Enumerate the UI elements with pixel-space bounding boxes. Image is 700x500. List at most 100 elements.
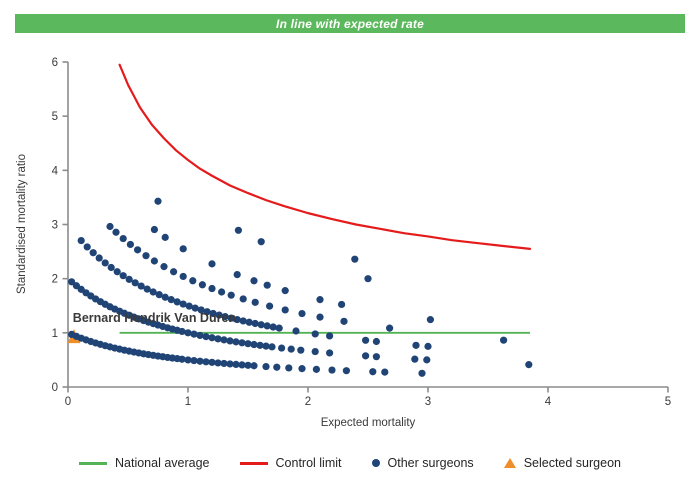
surgeon-dot	[316, 313, 324, 321]
surgeon-dot	[190, 330, 198, 338]
legend-dot-icon	[371, 459, 380, 467]
surgeon-dot	[263, 322, 271, 330]
surgeon-dot	[287, 345, 295, 353]
surgeon-dot	[179, 300, 187, 308]
surgeon-dot	[424, 342, 432, 350]
surgeon-dot	[362, 336, 370, 344]
surgeon-dot	[262, 362, 270, 371]
surgeon-dot	[269, 323, 277, 331]
surgeon-dot	[256, 341, 264, 349]
control-limit-curve	[118, 63, 532, 250]
y-axis-title: Standardised mortality ratio	[16, 154, 28, 294]
surgeon-dot	[278, 344, 286, 352]
surgeon-dot	[227, 291, 235, 299]
surgeon-dot	[143, 285, 151, 293]
surgeon-dot	[250, 362, 258, 370]
surgeon-dot	[161, 233, 169, 241]
surgeon-dot	[257, 238, 265, 246]
surgeon-dot	[134, 246, 142, 254]
surgeon-dot	[214, 359, 222, 367]
surgeon-dot	[311, 330, 319, 338]
surgeon-dot	[362, 352, 370, 360]
y-tick-label: 6	[52, 57, 58, 69]
surgeon-dot	[412, 341, 420, 349]
surgeon-dot	[328, 366, 336, 374]
legend-item-label: Selected surgeon	[523, 456, 621, 470]
surgeon-dot	[275, 324, 283, 332]
surgeon-dot	[268, 343, 276, 351]
surgeon-dot	[239, 295, 247, 303]
surgeon-dot	[326, 332, 334, 340]
surgeon-dot	[202, 333, 210, 341]
surgeon-dot	[273, 363, 281, 371]
surgeon-dot	[95, 254, 103, 262]
surgeon-dot	[372, 337, 380, 346]
surgeon-dot	[208, 284, 216, 293]
surgeon-dot	[218, 288, 226, 296]
surgeon-dot	[262, 342, 270, 350]
funnel-plot-svg: 0 1 2 3 4 5 6 0 1 2 3 4 5 Expected mortality Standardi…	[16, 57, 671, 429]
legend-item-label: National average	[115, 456, 210, 470]
surgeon-dot	[238, 361, 246, 369]
x-axis-title: Expected mortality	[321, 417, 416, 429]
surgeon-dot	[113, 268, 121, 276]
surgeon-dot	[173, 298, 181, 306]
surgeon-dot	[351, 255, 359, 263]
surgeon-dot	[233, 271, 241, 279]
surgeon-dot	[239, 317, 247, 325]
surgeon-dot	[227, 314, 235, 322]
surgeon-dot	[185, 302, 193, 310]
surgeon-dot	[244, 361, 252, 369]
surgeon-dot	[131, 279, 139, 287]
surgeon-dot	[285, 364, 293, 372]
surgeon-dot	[340, 317, 348, 325]
other-surgeon-points	[68, 197, 533, 377]
surgeon-dot	[208, 358, 216, 366]
legend-item-selected-surgeon: Selected surgeon	[503, 456, 621, 470]
surgeon-dot	[208, 260, 216, 268]
surgeon-dot	[208, 334, 216, 342]
surgeon-dot	[250, 277, 258, 285]
surgeon-dot	[220, 359, 228, 368]
surgeon-dot	[155, 291, 163, 299]
y-tick-label: 2	[52, 274, 58, 286]
surgeon-dot	[342, 367, 350, 375]
surgeon-dot	[226, 360, 234, 368]
legend-line-icon	[79, 461, 107, 465]
surgeon-dot	[244, 340, 252, 348]
legend-item-control-limit: Control limit	[239, 456, 342, 470]
axes	[62, 61, 669, 393]
surgeon-dot	[189, 277, 197, 285]
surgeon-dot	[77, 236, 85, 245]
surgeon-dot	[179, 245, 187, 253]
surgeon-dot	[170, 268, 178, 276]
surgeon-dot	[423, 356, 431, 364]
y-tick-label: 3	[52, 219, 58, 231]
surgeon-dot	[215, 311, 223, 319]
surgeon-dot	[154, 197, 162, 205]
surgeon-dot	[203, 308, 211, 316]
x-tick-label: 3	[425, 396, 431, 408]
status-banner: In line with expected rate	[15, 14, 685, 33]
surgeon-dot	[137, 282, 145, 290]
surgeon-dot	[525, 361, 533, 369]
surgeon-dot	[500, 336, 508, 344]
surgeon-dot	[112, 228, 120, 236]
legend-line-icon	[239, 461, 268, 465]
surgeon-dot	[197, 306, 205, 314]
surgeon-dot	[250, 340, 258, 349]
x-tick-label: 4	[545, 396, 552, 408]
surgeon-dot	[338, 300, 346, 309]
surgeon-dot	[126, 240, 134, 249]
surgeon-dot	[369, 368, 377, 376]
surgeon-dot	[178, 355, 186, 363]
y-tick-label: 4	[52, 165, 59, 177]
surgeon-dot	[149, 288, 157, 296]
surgeon-dot	[364, 275, 372, 283]
surgeon-dot	[326, 349, 334, 357]
y-tick-label: 5	[52, 111, 58, 123]
surgeon-dot	[234, 226, 242, 234]
surgeon-dot	[178, 327, 186, 336]
surgeon-dot	[119, 272, 127, 280]
